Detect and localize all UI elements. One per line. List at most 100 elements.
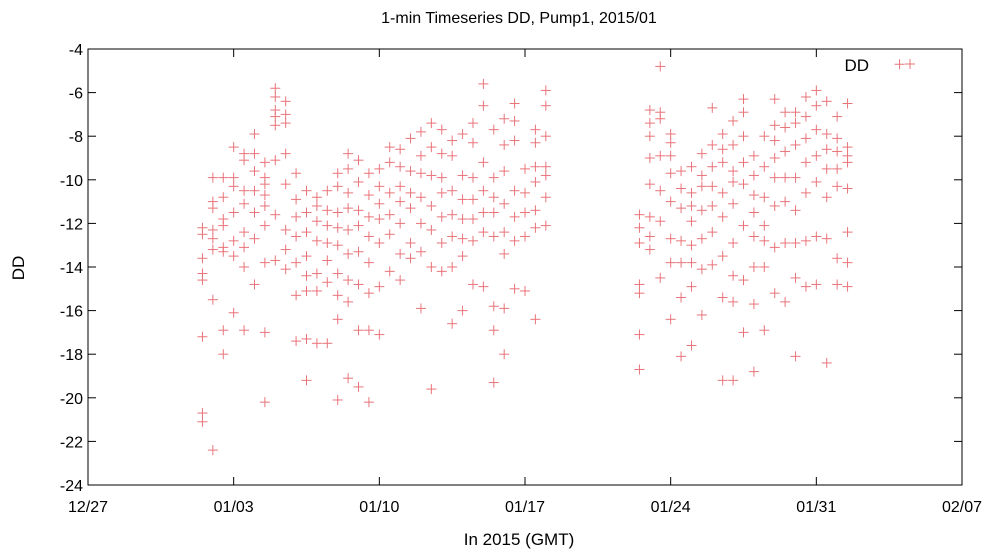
data-point [520,207,530,218]
data-point [748,366,759,377]
data-point [842,183,853,194]
data-point [353,155,364,166]
data-point [332,207,343,218]
data-point [259,220,270,231]
data-point [239,227,250,238]
data-point [540,85,551,96]
data-point [363,231,374,242]
chart-title: 1-min Timeseries DD, Pump1, 2015/01 [381,10,657,27]
data-point [457,251,468,262]
data-point [696,181,707,192]
data-point [301,207,312,218]
data-point [800,187,811,198]
data-point [207,203,218,214]
data-point [311,235,322,246]
data-point [748,150,759,161]
data-point [322,205,333,216]
x-tick-label: 01/24 [651,499,691,516]
data-point [301,270,312,281]
data-point [280,244,291,255]
data-point [374,181,385,192]
data-point [728,375,739,386]
data-point [811,85,822,96]
data-point [363,288,374,299]
data-point [665,233,676,244]
data-point [488,207,499,218]
data-point [717,157,728,168]
data-point [405,253,416,264]
data-point [395,181,406,192]
data-point [322,255,333,266]
data-point [790,172,801,183]
data-point [415,192,426,203]
data-point [332,314,343,325]
x-tick-label: 01/31 [796,499,836,516]
data-point [259,327,270,338]
data-point [520,285,530,296]
data-point [759,262,770,272]
data-point [832,111,843,122]
data-point [374,329,385,340]
data-point [363,168,374,179]
data-point [280,96,291,107]
data-point [644,131,655,142]
data-point [738,220,749,231]
data-point [530,176,541,187]
data-point [447,231,458,242]
data-point [665,168,676,179]
data-point [696,170,707,181]
data-point [790,118,801,129]
data-point [436,172,447,183]
data-point [239,262,250,272]
data-point [644,118,655,129]
data-point [780,238,791,249]
data-point [738,275,749,286]
y-tick-label: -24 [60,478,83,495]
data-point [374,281,385,292]
data-point [499,248,510,259]
data-point [707,259,718,270]
data-point [748,190,759,201]
data-point [717,187,728,198]
data-point [509,283,520,294]
data-point [842,157,853,168]
data-point [301,375,312,386]
data-point [738,94,749,105]
data-point [415,246,426,257]
data-point [322,220,333,231]
data-point [769,172,780,183]
data-point [218,192,229,203]
data-point [415,150,426,161]
data-point [228,142,239,153]
data-point [291,231,302,242]
data-point [499,227,510,238]
data-point [405,203,416,214]
y-tick-label: -18 [60,347,83,364]
data-point [655,272,666,283]
data-point [291,194,302,205]
data-point [832,253,843,264]
data-point [478,227,489,238]
data-point [270,209,281,220]
y-tick-label: -10 [60,173,83,190]
data-point [436,124,447,135]
data-point [520,163,530,174]
data-point [728,115,739,126]
data-point [249,207,260,218]
data-point [197,416,208,427]
data-point [707,102,718,113]
data-point [467,279,478,290]
data-point [197,275,208,286]
data-point [842,142,853,153]
data-point [447,150,458,161]
data-point [634,364,645,375]
legend-marker-plus [905,59,915,69]
data-point [842,227,853,238]
data-point [665,257,676,268]
data-point [780,172,791,183]
data-point [499,198,510,209]
data-point [363,190,374,201]
data-point [249,166,260,177]
data-point [228,235,239,246]
data-points [197,59,905,456]
